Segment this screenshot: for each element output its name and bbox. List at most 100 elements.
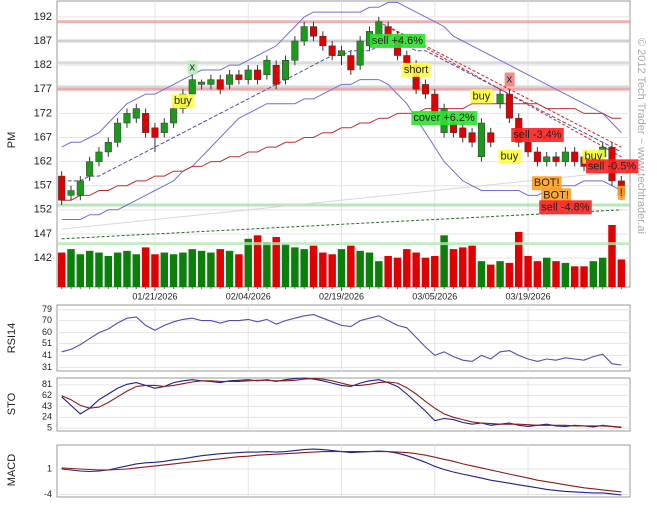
candle-body [244, 69, 252, 80]
volume-bar [468, 245, 476, 287]
annotation: ! [617, 185, 625, 200]
volume-bar [141, 247, 150, 287]
candle-body [505, 93, 513, 119]
candle-body [95, 151, 103, 162]
candle-body [272, 64, 280, 85]
candle-body [477, 122, 485, 158]
y-tick-label: 1 [47, 463, 52, 473]
indicator-line [61, 451, 622, 493]
annotation-label: BOT! [543, 189, 569, 201]
y-tick-label: 172 [34, 107, 52, 119]
y-tick-label: 31 [42, 362, 52, 372]
overlay-line [61, 1, 622, 148]
volume-bar [263, 242, 271, 287]
candle-body [226, 74, 234, 85]
y-tick-label: 187 [34, 35, 52, 47]
annotation: sell -0.5% [585, 159, 639, 174]
volume-bar [617, 259, 626, 287]
plot-area [56, 304, 631, 372]
volume-bar [291, 247, 299, 287]
volume-bar [197, 250, 206, 287]
y-tick-label: 41 [42, 350, 52, 360]
candle-body [160, 122, 168, 133]
x-tick-label: 02/19/2026 [319, 291, 364, 301]
volume-bar [347, 245, 355, 287]
annotation-box [504, 72, 515, 87]
y-axis-label: RSI14 [6, 323, 18, 354]
x-tick-label: 03/19/2026 [506, 291, 551, 301]
volume-bar [375, 261, 383, 287]
candle-body [571, 151, 579, 162]
annotation-label: sell -4.8% [541, 201, 590, 213]
candle-body [76, 180, 84, 196]
candle-body [132, 108, 140, 119]
volume-bar [328, 254, 336, 287]
volume-bar [113, 252, 122, 287]
candle-body [459, 127, 467, 138]
annotation: buy [498, 149, 521, 164]
candle-body [543, 156, 551, 162]
volume-bar [421, 257, 430, 287]
volume-bar [207, 252, 215, 287]
annotation: buy [172, 94, 195, 109]
candle-body [123, 113, 131, 124]
volume-bar [552, 261, 560, 287]
volume-bar [496, 261, 504, 287]
x-tick-label: 03/05/2026 [412, 291, 457, 301]
volume-bar [281, 243, 290, 287]
y-tick-label: 81 [42, 379, 52, 389]
plot-area [56, 0, 631, 288]
volume-bar [356, 250, 364, 287]
y-tick-label: 24 [42, 412, 52, 422]
annotation-box [411, 111, 478, 126]
indicator-line [61, 377, 622, 429]
volume-bar [542, 257, 551, 287]
annotation-label: cover +6.2% [413, 112, 475, 124]
candle-body [524, 142, 532, 153]
y-tick-label: 70 [42, 315, 52, 325]
annotation-label: buy [501, 151, 519, 163]
y-tick-label: 167 [34, 131, 52, 143]
candle-body [496, 93, 504, 104]
volume-bar [524, 256, 532, 287]
annotation-label: buy [174, 95, 192, 107]
volume-bar [309, 245, 318, 287]
candle-body [347, 55, 355, 71]
annotation-box [401, 62, 431, 77]
volume-bar [384, 256, 392, 287]
y-tick-label: 142 [34, 252, 52, 264]
annotation-box [172, 94, 195, 109]
annotation-box [369, 33, 426, 48]
volume-bar [570, 266, 579, 287]
annotation-label: buy [473, 90, 491, 102]
volume-bar [123, 250, 131, 287]
y-tick-label: 182 [34, 59, 52, 71]
annotation: cover +6.2% [411, 111, 478, 126]
candle-body [561, 151, 569, 162]
y-tick-label: 177 [34, 83, 52, 95]
volume-bar [580, 266, 588, 287]
x-tick-label: 01/21/2026 [132, 291, 177, 301]
annotation: BOT! [531, 176, 562, 191]
annotation: BOT! [541, 188, 571, 203]
volume-bar [188, 249, 196, 287]
candle-body [282, 60, 290, 80]
y-tick-label: 79 [42, 304, 52, 314]
volume-bar [403, 249, 411, 287]
y-axis-label: STO [6, 392, 18, 415]
candle-body [328, 45, 336, 56]
candle-body [198, 81, 206, 85]
annotation-label: sell -0.5% [588, 160, 637, 172]
volume-bar [365, 252, 374, 287]
annotation-box [531, 176, 562, 191]
candle-body [207, 79, 215, 85]
candle-body [468, 132, 476, 143]
y-tick-label: 152 [34, 204, 52, 216]
volume-bar [151, 254, 159, 287]
y-tick-label: -4 [44, 489, 52, 499]
volume-bar [235, 254, 243, 287]
volume-bar [440, 235, 448, 287]
volume-bar [76, 254, 85, 287]
volume-bar [67, 249, 75, 287]
candle-body [487, 132, 495, 143]
